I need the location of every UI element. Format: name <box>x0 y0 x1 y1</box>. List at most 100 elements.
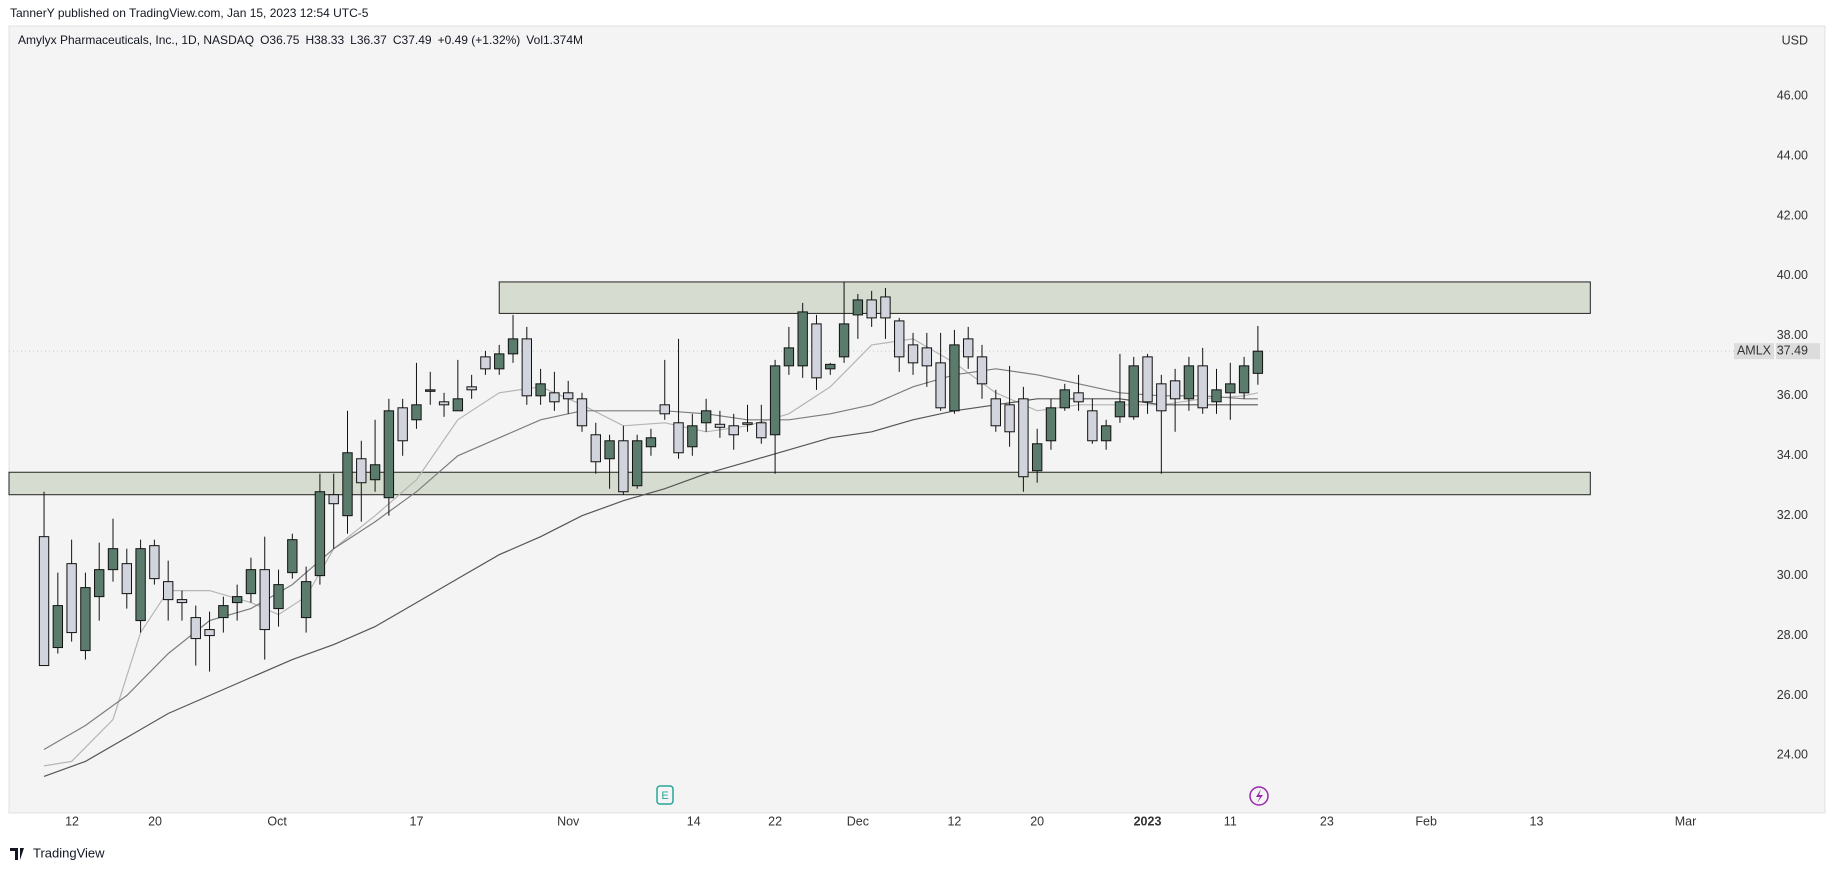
candle-body <box>300 581 312 619</box>
x-tick-label: Mar <box>1675 814 1697 828</box>
candle-body <box>631 440 643 487</box>
x-tick-label: 22 <box>768 814 782 828</box>
published: TannerY published on TradingView.com, Ja… <box>10 6 369 20</box>
y-tick-label: 30.00 <box>1777 568 1808 582</box>
candle-body <box>218 605 229 619</box>
candle-body <box>549 392 560 403</box>
candle-body <box>314 491 326 577</box>
candle-body <box>176 599 188 604</box>
y-tick-label: 24.00 <box>1777 748 1808 762</box>
candle-body <box>452 398 464 412</box>
x-tick-label: Dec <box>847 814 869 828</box>
candle-body <box>1004 404 1015 433</box>
candle-body <box>590 434 601 463</box>
candle-body <box>687 425 698 448</box>
candle-body <box>783 347 795 367</box>
candle-body <box>1045 407 1057 442</box>
legend-symbol: Amylyx Pharmaceuticals, Inc., 1D, NASDAQ <box>18 33 254 47</box>
candle-body <box>245 569 257 595</box>
candle-body <box>838 323 850 358</box>
candle-body <box>769 365 781 436</box>
legend-item: H38.33 <box>305 33 344 47</box>
candle-body <box>273 584 284 610</box>
candle-body <box>494 353 505 370</box>
candle-body <box>1100 425 1112 442</box>
candle-body <box>880 296 891 319</box>
candle-body <box>369 464 381 481</box>
candle-body <box>38 536 50 667</box>
candle-body <box>190 617 201 640</box>
candle-body <box>1018 398 1029 478</box>
candle-body <box>756 422 767 439</box>
candle-body <box>1238 365 1250 394</box>
candle-body <box>852 299 864 316</box>
zone <box>498 281 1591 314</box>
candle-body <box>1031 443 1043 472</box>
candle-body <box>1059 389 1070 409</box>
candle-body <box>1142 356 1153 403</box>
y-tick-label: 28.00 <box>1777 628 1808 642</box>
currency: USD <box>1782 33 1808 47</box>
x-tick-label: 23 <box>1320 814 1334 828</box>
x-tick-label: 20 <box>1030 814 1044 828</box>
x-tick-label: 12 <box>65 814 79 828</box>
candle-body <box>1073 392 1084 403</box>
candle-body <box>604 440 615 460</box>
candle-body <box>921 347 933 367</box>
candle-body <box>811 323 822 379</box>
candle-body <box>935 362 946 409</box>
candle-body <box>328 494 339 505</box>
candle-body <box>425 389 436 392</box>
price-tag: 37.49 <box>1777 343 1808 357</box>
price-tag-symbol-bg <box>1734 343 1774 360</box>
candle-body <box>742 422 753 425</box>
x-tick-label: 12 <box>947 814 961 828</box>
legend-item: +0.49 (+1.32%) <box>438 33 521 47</box>
x-tick-label: 2023 <box>1134 814 1162 828</box>
candle-body <box>797 311 808 367</box>
candle-body <box>121 563 132 595</box>
brand-logo <box>10 848 24 860</box>
legend-item: L36.37 <box>350 33 387 47</box>
candle-body <box>204 629 215 637</box>
candle-body <box>66 563 77 634</box>
candle-body <box>162 581 174 601</box>
candle-body <box>287 539 298 574</box>
candle-body <box>714 423 726 428</box>
candle-body <box>535 383 546 397</box>
candle-body <box>480 356 491 370</box>
legend-header: Amylyx Pharmaceuticals, Inc., 1D, NASDAQ… <box>18 33 583 47</box>
x-tick-label: 14 <box>687 814 701 828</box>
y-tick-label: 46.00 <box>1777 88 1808 102</box>
x-tick-label: 20 <box>148 814 162 828</box>
candle-body <box>673 422 684 454</box>
y-tick-label: 34.00 <box>1777 448 1808 462</box>
x-tick-label: 17 <box>410 814 424 828</box>
candle-body <box>107 548 119 571</box>
candle-body <box>990 398 1001 427</box>
candle-body <box>1225 383 1236 394</box>
y-tick-label: 26.00 <box>1777 688 1808 702</box>
zone <box>8 471 1591 496</box>
candle-body <box>1128 365 1139 418</box>
svg-text:E: E <box>661 790 668 802</box>
candle-body <box>866 299 877 319</box>
candle-body <box>1114 401 1126 418</box>
candle-body <box>907 344 919 364</box>
x-tick-label: 11 <box>1224 814 1237 828</box>
candle-body <box>1156 383 1167 412</box>
candle-body <box>563 392 574 400</box>
legend-item: C37.49 <box>393 33 432 47</box>
candle-body <box>397 407 408 442</box>
candle-body <box>94 569 105 598</box>
candle-body <box>618 440 629 493</box>
x-tick-label: 13 <box>1530 814 1544 828</box>
candle-body <box>1087 410 1098 442</box>
y-tick-label: 32.00 <box>1777 508 1808 522</box>
candle-body <box>659 404 670 415</box>
candle-body <box>259 569 270 631</box>
candle-body <box>438 401 450 406</box>
legend-item: O36.75 <box>260 33 300 47</box>
candle-body <box>507 338 519 355</box>
y-tick-label: 44.00 <box>1777 148 1808 162</box>
